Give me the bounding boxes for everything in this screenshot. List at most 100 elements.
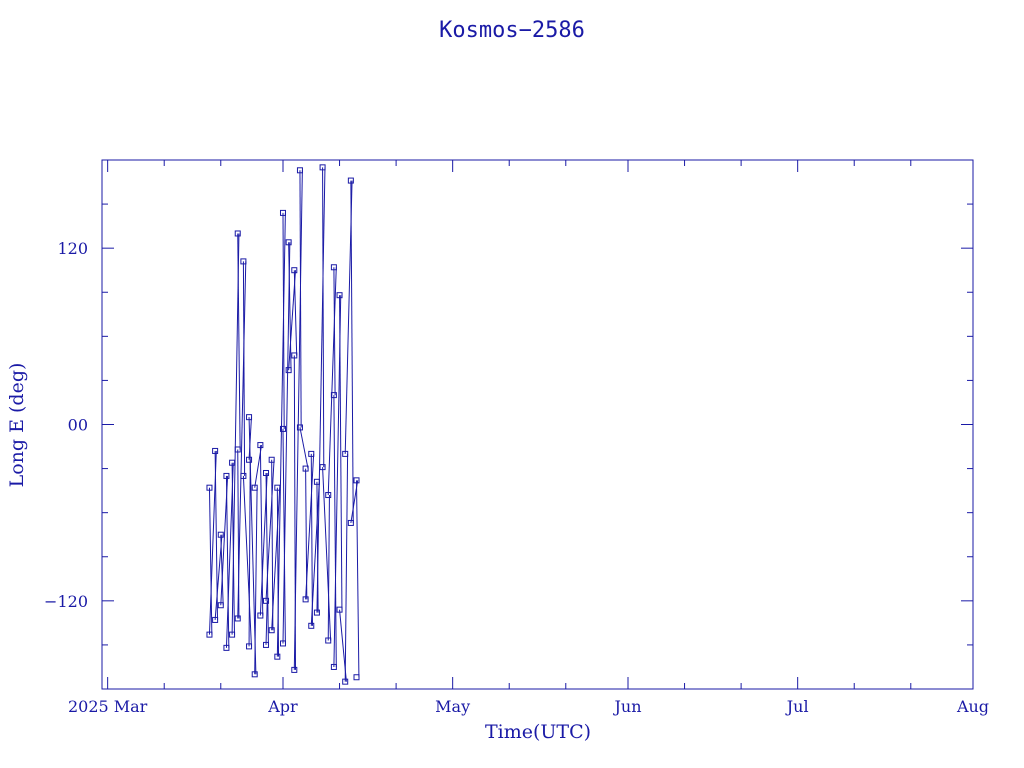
series-segment — [327, 267, 337, 496]
series-segment — [282, 212, 285, 429]
series-segment — [237, 233, 241, 450]
data-point — [353, 674, 360, 681]
data-point — [234, 446, 241, 453]
data-point — [342, 450, 349, 457]
data-point — [234, 615, 241, 622]
series-segment — [248, 417, 252, 460]
data-point — [234, 230, 241, 237]
series-segment — [237, 261, 247, 619]
series-segment — [293, 170, 303, 670]
data-point — [257, 442, 264, 449]
x-axis: 2025 Mar Apr May Jun Jul Aug — [68, 160, 989, 716]
series-segment — [305, 453, 315, 600]
data-point — [212, 447, 219, 454]
data-point — [240, 258, 247, 265]
y-axis-label: Long E (deg) — [6, 363, 28, 488]
data-point — [223, 644, 230, 651]
series-segment — [254, 487, 258, 675]
data-point — [263, 597, 270, 604]
data-point — [325, 492, 332, 499]
data-point — [291, 666, 298, 673]
data-point — [251, 484, 258, 491]
series-segment — [339, 295, 343, 610]
y-tick-label: 00 — [68, 416, 88, 435]
series-segment — [350, 180, 354, 523]
series-segment — [293, 270, 298, 356]
data-point — [268, 627, 275, 634]
data-point — [217, 602, 224, 609]
y-tick-label: 120 — [57, 239, 88, 258]
series-segment — [310, 481, 320, 626]
data-point — [257, 612, 264, 619]
series-segment — [259, 445, 264, 616]
series-segment — [282, 242, 291, 644]
data-point — [206, 631, 213, 638]
data-point — [319, 164, 326, 171]
x-axis-label: Time(UTC) — [485, 721, 591, 743]
series-segment — [356, 480, 360, 678]
x-tick-label: Apr — [267, 697, 298, 716]
x-tick-label: Jul — [785, 697, 809, 716]
series-layer — [206, 164, 360, 685]
data-point — [308, 622, 315, 629]
data-point — [212, 616, 219, 623]
data-point — [263, 469, 270, 476]
data-point — [330, 264, 337, 271]
data-point — [336, 292, 343, 299]
series-segment — [242, 261, 246, 476]
data-point — [263, 641, 270, 648]
series-segment — [271, 487, 281, 631]
data-point — [240, 472, 247, 479]
series-segment — [322, 467, 332, 641]
series-segment — [310, 453, 313, 626]
data-point — [268, 456, 275, 463]
series-segment — [208, 487, 213, 635]
series-segment — [242, 475, 252, 647]
series-segment — [276, 212, 286, 657]
x-tick-label: 2025 Mar — [68, 697, 148, 716]
series-segment — [271, 459, 274, 631]
series-segment — [231, 233, 240, 635]
data-point — [296, 167, 303, 174]
data-point — [313, 609, 320, 616]
data-point — [336, 606, 343, 613]
x-tick-label: Jun — [612, 697, 641, 716]
series-segment — [327, 495, 330, 641]
data-point — [246, 456, 253, 463]
series-segment — [220, 534, 224, 606]
series-segment — [316, 481, 319, 613]
data-point — [229, 459, 236, 466]
data-point — [279, 425, 286, 432]
data-point — [251, 671, 258, 678]
data-point — [285, 239, 292, 246]
series-segment — [225, 475, 230, 648]
series-segment — [316, 167, 326, 613]
data-point — [347, 519, 354, 526]
data-point — [319, 464, 326, 471]
data-point — [229, 631, 236, 638]
series-segment — [322, 167, 325, 468]
data-point — [206, 484, 213, 491]
x-tick-label: May — [435, 697, 470, 716]
data-point — [279, 209, 286, 216]
data-point — [223, 472, 230, 479]
data-point — [291, 267, 298, 274]
series-segment — [282, 428, 286, 644]
series-segment — [299, 427, 309, 469]
data-point — [274, 484, 281, 491]
data-point — [347, 177, 354, 184]
data-point — [302, 465, 309, 472]
series-segment — [288, 242, 292, 371]
data-point — [274, 653, 281, 660]
series-segment — [248, 459, 251, 647]
data-point — [302, 596, 309, 603]
x-tick-label: Aug — [956, 697, 989, 716]
data-point — [217, 531, 224, 538]
y-axis: 120 00 −120 — [44, 203, 973, 646]
series-segment — [265, 459, 275, 601]
data-point — [279, 640, 286, 647]
series-segment — [344, 453, 349, 682]
series-segment — [333, 395, 337, 667]
series-segment — [265, 472, 269, 645]
